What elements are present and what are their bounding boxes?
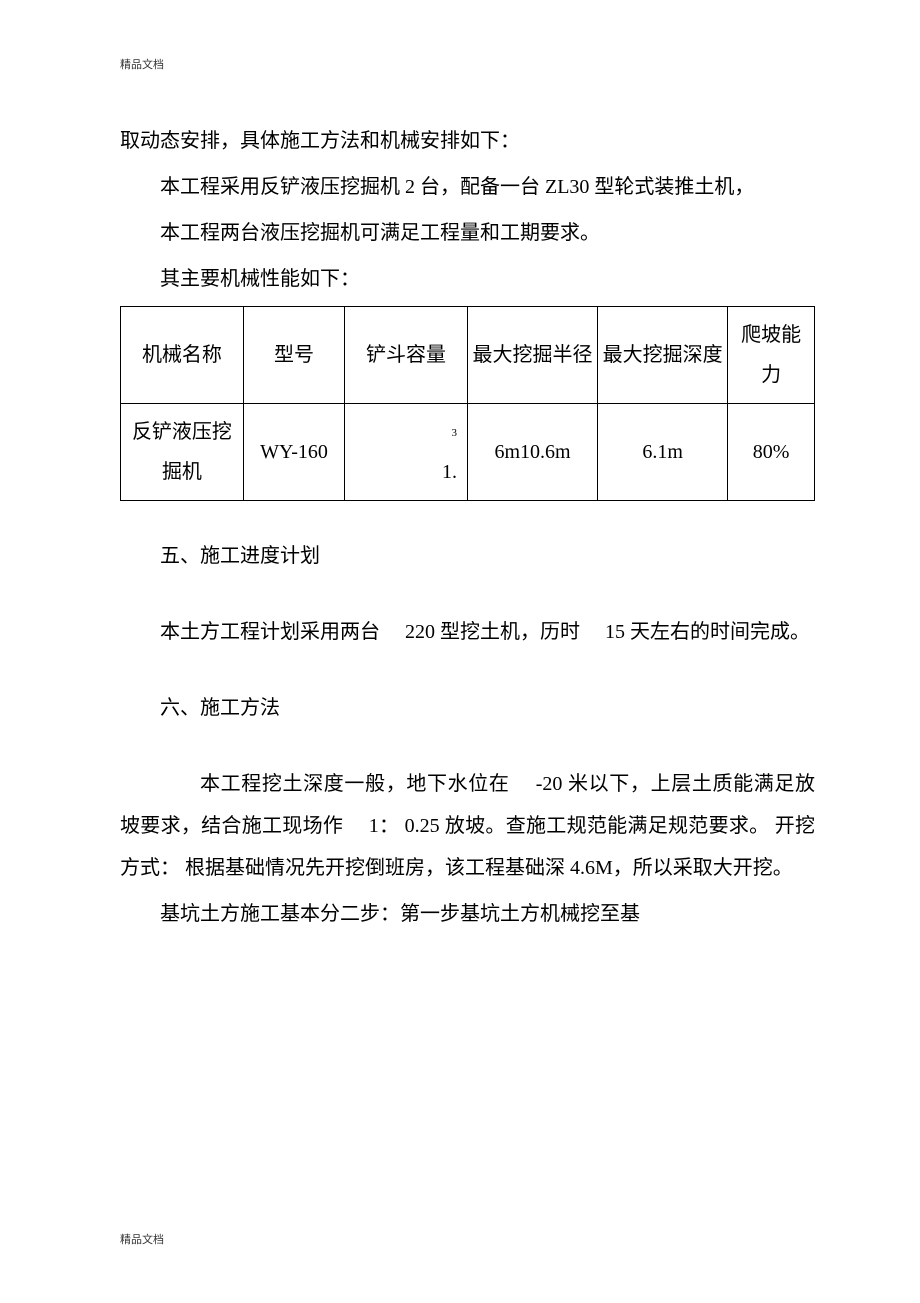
table-header-cell: 机械名称 bbox=[121, 307, 244, 404]
paragraph-5: 本土方工程计划采用两台 220 型挖土机，历时 15 天左右的时间完成。 bbox=[120, 611, 815, 653]
table-header-cell: 最大挖掘半径 bbox=[467, 307, 597, 404]
paragraph-4: 其主要机械性能如下： bbox=[120, 258, 815, 300]
section-6-title: 六、施工方法 bbox=[120, 687, 815, 729]
section-5-title: 五、施工进度计划 bbox=[120, 535, 815, 577]
table-cell: 6m10.6m bbox=[467, 404, 597, 501]
paragraph-7: 基坑土方施工基本分二步：第一步基坑土方机械挖至基 bbox=[120, 893, 815, 935]
paragraph-3: 本工程两台液压挖掘机可满足工程量和工期要求。 bbox=[120, 212, 815, 254]
capacity-value: 1. bbox=[442, 461, 457, 483]
table-header-cell: 铲斗容量 bbox=[345, 307, 468, 404]
footer-watermark: 精品文档 bbox=[120, 1231, 164, 1247]
table-header-cell: 爬坡能力 bbox=[728, 307, 815, 404]
table-cell: 80% bbox=[728, 404, 815, 501]
paragraph-6: 本工程挖土深度一般，地下水位在 -20 米以下，上层土质能满足放坡要求，结合施工… bbox=[120, 763, 815, 889]
table-header-cell: 型号 bbox=[243, 307, 344, 404]
table-cell: WY-160 bbox=[243, 404, 344, 501]
table-cell: 6.1m bbox=[598, 404, 728, 501]
paragraph-2: 本工程采用反铲液压挖掘机 2 台，配备一台 ZL30 型轮式装推土机， bbox=[120, 166, 815, 208]
superscript-text: 3 bbox=[451, 427, 457, 439]
table-header-row: 机械名称 型号 铲斗容量 最大挖掘半径 最大挖掘深度 爬坡能力 bbox=[121, 307, 815, 404]
table-cell: 反铲液压挖掘机 bbox=[121, 404, 244, 501]
paragraph-1: 取动态安排，具体施工方法和机械安排如下： bbox=[120, 120, 815, 162]
table-cell: 3 1. bbox=[345, 404, 468, 501]
machinery-table: 机械名称 型号 铲斗容量 最大挖掘半径 最大挖掘深度 爬坡能力 反铲液压挖掘机 … bbox=[120, 306, 815, 501]
table-data-row: 反铲液压挖掘机 WY-160 3 1. 6m10.6m 6.1m 80% bbox=[121, 404, 815, 501]
header-watermark: 精品文档 bbox=[120, 56, 815, 72]
table-header-cell: 最大挖掘深度 bbox=[598, 307, 728, 404]
document-page: 精品文档 取动态安排，具体施工方法和机械安排如下： 本工程采用反铲液压挖掘机 2… bbox=[0, 0, 920, 999]
